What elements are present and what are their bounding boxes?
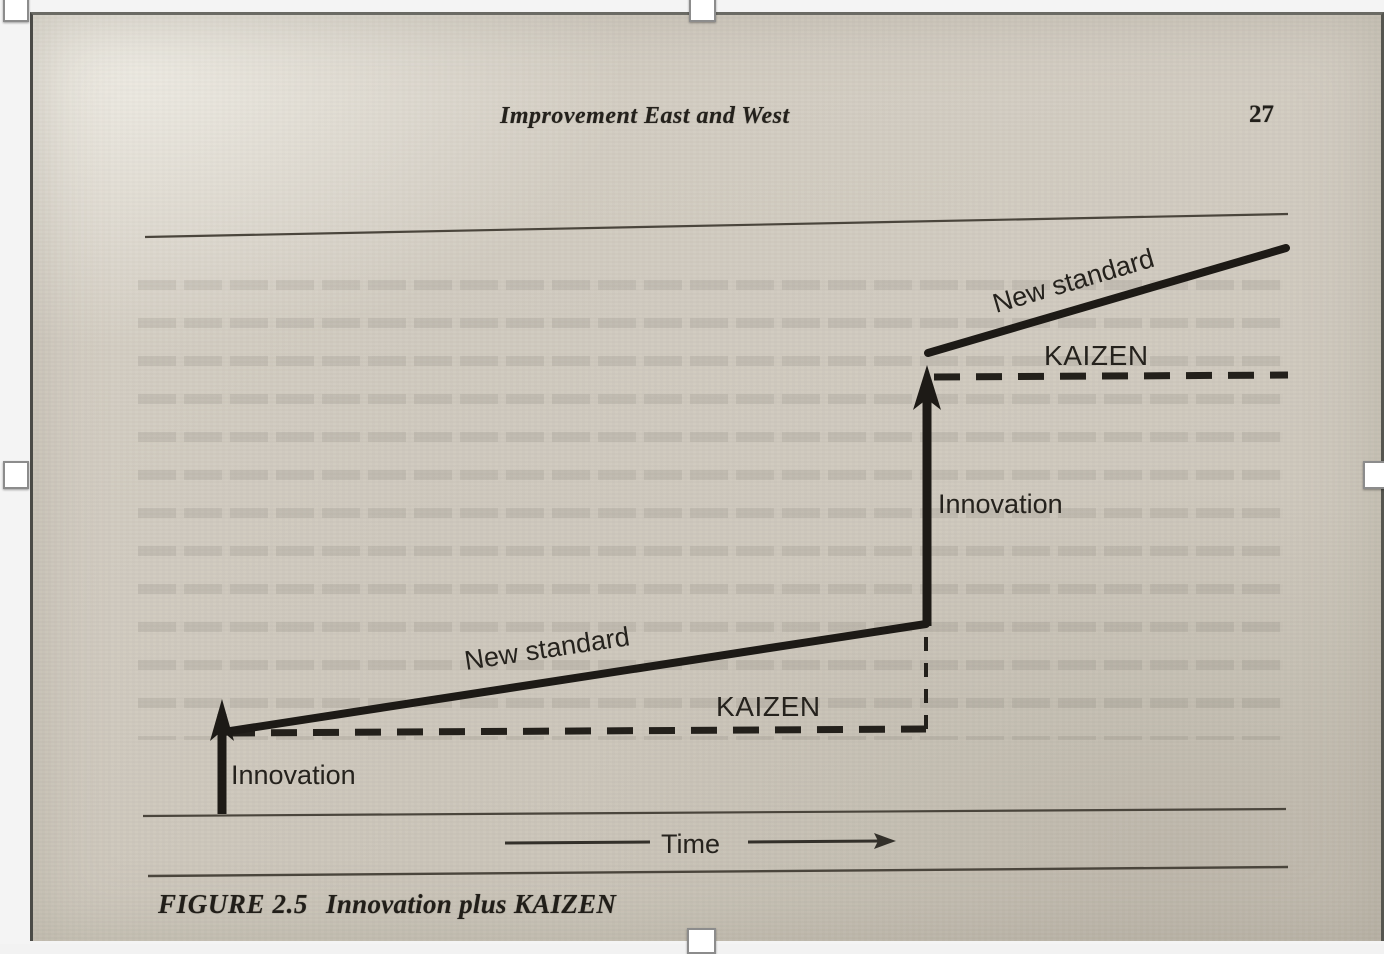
label-new-standard-first: New standard xyxy=(462,621,631,676)
time-axis-left-rule xyxy=(504,840,651,845)
innovation-arrow-head-second xyxy=(913,365,941,410)
time-axis-arrow-head xyxy=(874,833,896,849)
selection-handle-bottom-center[interactable] xyxy=(687,928,716,954)
kaizen-dashed-line-second xyxy=(933,371,1289,381)
new-standard-slope-second xyxy=(924,244,1290,357)
label-innovation-first: Innovation xyxy=(231,760,356,790)
label-time: Time xyxy=(661,829,720,859)
figure-caption-label: FIGURE 2.5 xyxy=(158,889,309,919)
label-innovation-second: Innovation xyxy=(938,489,1063,519)
figure-bottom-rule xyxy=(147,865,1289,878)
figure-caption-title: Innovation plus KAIZEN xyxy=(326,889,617,919)
innovation-arrow-head-first xyxy=(210,699,234,741)
running-head: Improvement East and West xyxy=(500,103,790,129)
selection-handle-middle-right[interactable] xyxy=(1363,461,1384,489)
new-standard-slope-first xyxy=(220,620,930,736)
figure-caption: FIGURE 2.5 Innovation plus KAIZEN xyxy=(158,889,616,920)
label-kaizen-first: KAIZEN xyxy=(716,691,821,722)
selection-handle-top-left[interactable] xyxy=(3,0,29,22)
time-axis-right-rule xyxy=(747,839,881,844)
selection-handle-top-center[interactable] xyxy=(689,0,716,22)
selection-handle-middle-left[interactable] xyxy=(3,461,29,489)
figure-top-rule xyxy=(144,212,1289,239)
kaizen-dashed-line-first xyxy=(228,725,927,737)
figure-baseline xyxy=(142,807,1287,818)
page-number: 27 xyxy=(1249,101,1274,128)
label-kaizen-second: KAIZEN xyxy=(1044,340,1149,371)
